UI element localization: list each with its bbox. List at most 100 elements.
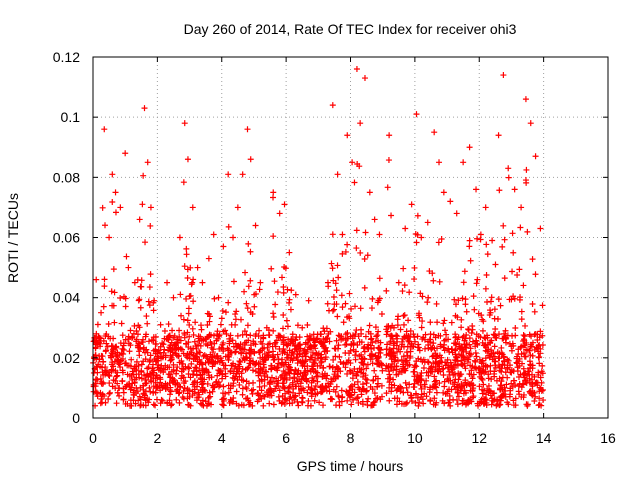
roti-point	[279, 380, 286, 387]
roti-point	[469, 387, 476, 394]
roti-point	[510, 249, 517, 256]
roti-point	[393, 335, 400, 342]
roti-point	[219, 359, 226, 366]
roti-point	[369, 360, 376, 367]
roti-point	[260, 361, 267, 368]
roti-point	[266, 340, 273, 347]
roti-point	[157, 365, 164, 372]
roti-point	[174, 364, 181, 371]
roti-point	[411, 368, 418, 375]
roti-point	[296, 342, 303, 349]
roti-point	[138, 277, 145, 284]
roti-point	[358, 369, 365, 376]
roti-point	[127, 327, 134, 334]
roti-point	[274, 380, 281, 387]
roti-point	[383, 346, 390, 353]
roti-point	[288, 287, 295, 294]
roti-point	[462, 377, 469, 384]
roti-point	[479, 376, 486, 383]
roti-point	[168, 368, 175, 375]
roti-point	[113, 373, 120, 380]
roti-point	[232, 348, 239, 355]
roti-point	[516, 296, 523, 303]
roti-point	[346, 392, 353, 399]
roti-point	[458, 324, 465, 331]
roti-point	[364, 376, 371, 383]
roti-point	[152, 379, 159, 386]
roti-point	[318, 383, 325, 390]
roti-point	[136, 393, 143, 400]
roti-point	[424, 299, 431, 306]
roti-peak-point	[339, 231, 346, 238]
roti-point	[326, 388, 333, 395]
roti-point	[518, 343, 525, 350]
roti-point	[344, 335, 351, 342]
roti-point	[266, 400, 273, 407]
roti-point	[408, 398, 415, 405]
roti-point	[153, 371, 160, 378]
roti-point	[441, 347, 448, 354]
roti-point	[180, 316, 187, 323]
roti-point	[406, 381, 413, 388]
roti-point	[332, 353, 339, 360]
roti-point	[351, 389, 358, 396]
roti-point	[455, 297, 462, 304]
roti-point	[322, 354, 329, 361]
roti-point	[366, 322, 373, 329]
roti-point	[167, 388, 174, 395]
roti-point	[460, 397, 467, 404]
roti-point	[142, 356, 149, 363]
x-tick-label: 0	[89, 430, 97, 446]
roti-point	[415, 355, 422, 362]
roti-point	[421, 383, 428, 390]
roti-point	[146, 384, 153, 391]
roti-point	[354, 368, 361, 375]
roti-point	[326, 363, 333, 370]
roti-point	[217, 321, 224, 328]
roti-point	[400, 312, 407, 319]
roti-point	[457, 387, 464, 394]
roti-point	[353, 371, 360, 378]
roti-point	[209, 388, 216, 395]
roti-point	[150, 334, 157, 341]
roti-point	[243, 331, 250, 338]
roti-point	[217, 382, 224, 389]
roti-point	[383, 331, 390, 338]
roti-point	[378, 382, 385, 389]
roti-point	[112, 209, 119, 216]
roti-point	[204, 321, 211, 328]
roti-point	[135, 297, 142, 304]
roti-peak-point	[131, 279, 138, 286]
roti-point	[539, 302, 546, 309]
roti-point	[291, 342, 298, 349]
roti-point	[423, 377, 430, 384]
roti-point	[377, 346, 384, 353]
roti-peak-point	[220, 243, 227, 250]
roti-point	[150, 401, 157, 408]
roti-point	[240, 377, 247, 384]
roti-point	[428, 368, 435, 375]
roti-peak-point	[353, 66, 360, 73]
roti-point	[474, 235, 481, 242]
roti-point	[234, 332, 241, 339]
roti-point	[173, 396, 180, 403]
roti-point	[346, 315, 353, 322]
roti-point	[437, 341, 444, 348]
roti-point	[480, 381, 487, 388]
roti-point	[147, 271, 154, 278]
roti-point	[329, 231, 336, 238]
roti-point	[414, 333, 421, 340]
roti-point	[433, 377, 440, 384]
roti-point	[497, 385, 504, 392]
roti-point	[101, 276, 108, 283]
roti-point	[361, 355, 368, 362]
roti-point	[486, 354, 493, 361]
roti-point	[201, 352, 208, 359]
roti-point	[467, 257, 474, 264]
roti-point	[197, 333, 204, 340]
roti-point	[245, 283, 252, 290]
roti-point	[285, 354, 292, 361]
roti-peak-point	[93, 276, 100, 283]
roti-point	[117, 295, 124, 302]
roti-point	[233, 308, 240, 315]
